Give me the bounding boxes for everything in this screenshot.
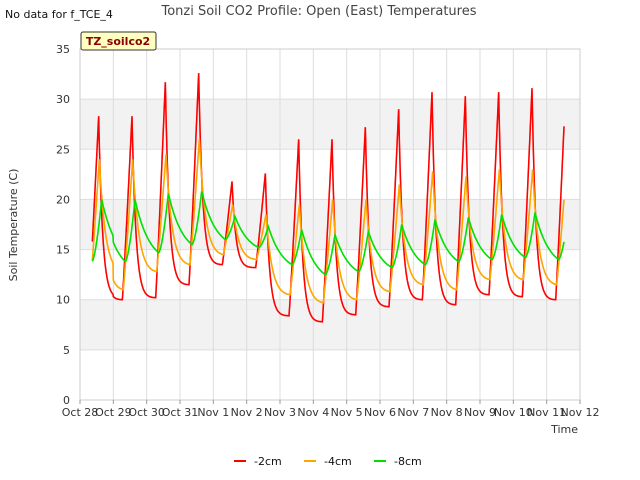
grid-band bbox=[80, 249, 580, 300]
grid-band bbox=[80, 299, 580, 350]
x-tick-label: Oct 28 bbox=[62, 406, 99, 419]
grid-band bbox=[80, 349, 580, 400]
y-tick-label: 20 bbox=[56, 193, 70, 206]
x-tick-label: Nov 8 bbox=[431, 406, 463, 419]
x-tick-label: Nov 2 bbox=[231, 406, 263, 419]
legend-label: -2cm bbox=[254, 455, 282, 468]
badge: TZ_soilco2 bbox=[80, 31, 157, 51]
y-tick-label: 10 bbox=[56, 294, 70, 307]
legend-label: -4cm bbox=[324, 455, 352, 468]
y-axis: 0 5 10 15 20 25 30 35 bbox=[56, 43, 70, 407]
plot-frame bbox=[79, 48, 581, 401]
x-tick-label: Nov 1 bbox=[197, 406, 229, 419]
badge-label: TZ_soilco2 bbox=[86, 35, 150, 48]
x-tick-label: Nov 10 bbox=[494, 406, 533, 419]
chart-title: Tonzi Soil CO2 Profile: Open (East) Temp… bbox=[160, 4, 476, 19]
x-tick-label: Nov 6 bbox=[364, 406, 396, 419]
y-tick-label: 0 bbox=[63, 394, 70, 407]
legend-label: -8cm bbox=[394, 455, 422, 468]
x-tick-label: Oct 30 bbox=[128, 406, 165, 419]
legend: -2cm -4cm -8cm bbox=[234, 455, 422, 468]
y-tick-label: 25 bbox=[56, 143, 70, 156]
x-tick-label: Nov 11 bbox=[527, 406, 566, 419]
series-line bbox=[91, 191, 565, 276]
x-tick-label: Oct 31 bbox=[162, 406, 199, 419]
y-tick-label: 30 bbox=[56, 93, 70, 106]
y-tick-label: 35 bbox=[56, 43, 70, 56]
series-line bbox=[91, 73, 565, 323]
series-layer bbox=[91, 73, 565, 323]
x-tick-label: Nov 5 bbox=[331, 406, 363, 419]
x-tick-label: Nov 7 bbox=[397, 406, 429, 419]
grid-band bbox=[80, 49, 580, 100]
x-axis-label: Time bbox=[550, 423, 578, 436]
y-axis-label: Soil Temperature (C) bbox=[7, 169, 20, 282]
x-tick-label: Nov 4 bbox=[297, 406, 329, 419]
y-tick-label: 15 bbox=[56, 244, 70, 257]
y-tick-label: 5 bbox=[63, 344, 70, 357]
series-line bbox=[91, 139, 565, 304]
x-tick-label: Oct 29 bbox=[95, 406, 132, 419]
x-tick-label: Nov 12 bbox=[561, 406, 600, 419]
no-data-note: No data for f_TCE_4 bbox=[5, 8, 113, 21]
grid-band bbox=[80, 99, 580, 150]
x-tick-label: Nov 9 bbox=[464, 406, 496, 419]
x-tick-label: Nov 3 bbox=[264, 406, 296, 419]
